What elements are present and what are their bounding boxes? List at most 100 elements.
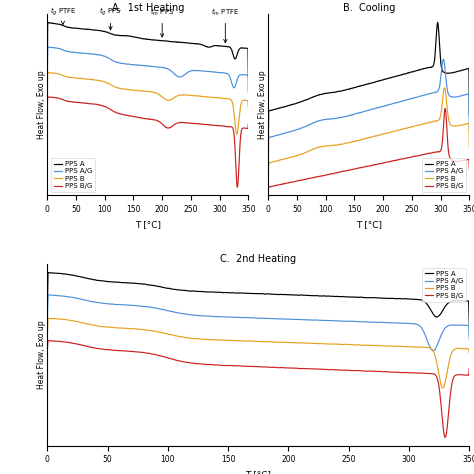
PPS B xyxy=(234,131,240,137)
PPS A xyxy=(208,44,213,50)
PPS A/G xyxy=(246,89,251,95)
PPS B xyxy=(45,315,51,321)
PPS B xyxy=(358,137,364,142)
PPS B/G xyxy=(93,101,99,107)
PPS B xyxy=(114,84,119,90)
Line: PPS A: PPS A xyxy=(47,22,248,76)
PPS B xyxy=(265,168,271,174)
PPS B xyxy=(442,85,447,91)
PPS A/G xyxy=(93,52,99,57)
Text: $t_g$ PTFE: $t_g$ PTFE xyxy=(50,5,76,25)
PPS A/G xyxy=(243,72,248,78)
Title: A.  1st Heating: A. 1st Heating xyxy=(112,3,184,13)
PPS B/G xyxy=(46,94,51,100)
PPS A xyxy=(240,290,246,296)
PPS B/G xyxy=(45,102,50,108)
PPS A xyxy=(150,37,156,43)
PPS A xyxy=(45,19,51,25)
PPS B/G xyxy=(442,106,448,111)
X-axis label: T [°C]: T [°C] xyxy=(356,220,382,229)
PPS A xyxy=(371,80,377,85)
Legend: PPS A, PPS A/G, PPS B, PPS B/G: PPS A, PPS A/G, PPS B, PPS B/G xyxy=(422,158,466,192)
PPS B xyxy=(428,119,434,125)
Title: B.  Cooling: B. Cooling xyxy=(343,3,395,13)
PPS A xyxy=(335,89,340,94)
Line: PPS B/G: PPS B/G xyxy=(47,97,248,187)
X-axis label: T [°C]: T [°C] xyxy=(135,220,161,229)
PPS A/G xyxy=(466,127,472,132)
PPS B/G xyxy=(246,121,251,127)
PPS B/G xyxy=(243,125,248,131)
PPS B xyxy=(440,385,446,391)
PPS A xyxy=(45,304,50,310)
PPS A xyxy=(428,64,434,70)
PPS B/G xyxy=(147,351,153,356)
PPS A/G xyxy=(266,316,272,321)
PPS A xyxy=(93,27,99,33)
PPS A xyxy=(137,35,143,41)
PPS B/G xyxy=(461,372,466,378)
Line: PPS A/G: PPS A/G xyxy=(47,47,248,92)
PPS B xyxy=(335,142,340,148)
PPS A xyxy=(114,33,119,38)
PPS A xyxy=(46,270,52,275)
PPS B xyxy=(147,328,153,333)
PPS A/G xyxy=(314,118,320,124)
Legend: PPS A, PPS A/G, PPS B, PPS B/G: PPS A, PPS A/G, PPS B, PPS B/G xyxy=(51,158,95,192)
PPS B xyxy=(314,145,320,151)
Y-axis label: Heat Flow, Exo up: Heat Flow, Exo up xyxy=(37,71,46,139)
Y-axis label: Heat Flow, Exo up: Heat Flow, Exo up xyxy=(258,71,267,139)
PPS A/G xyxy=(371,106,377,112)
PPS A/G xyxy=(137,63,143,68)
PPS B/G xyxy=(371,162,377,168)
PPS A/G xyxy=(208,69,213,74)
PPS B/G xyxy=(114,110,119,116)
PPS B xyxy=(93,77,99,83)
PPS B/G xyxy=(428,150,434,156)
PPS B xyxy=(150,90,156,95)
PPS A/G xyxy=(190,312,196,318)
PPS B xyxy=(387,343,393,349)
PPS A/G xyxy=(387,320,393,326)
PPS B/G xyxy=(266,365,272,370)
Line: PPS A/G: PPS A/G xyxy=(268,59,469,156)
PPS A/G xyxy=(240,315,246,320)
PPS A/G xyxy=(46,292,52,298)
PPS A xyxy=(358,83,364,89)
PPS A xyxy=(147,282,153,288)
Text: $t_m$ PPS: $t_m$ PPS xyxy=(150,7,174,37)
Line: PPS B: PPS B xyxy=(47,318,469,388)
PPS A xyxy=(265,137,271,143)
PPS B xyxy=(190,336,196,341)
Text: $t_m$ PTFE: $t_m$ PTFE xyxy=(211,7,239,43)
PPS A xyxy=(387,295,393,301)
PPS B/G xyxy=(464,157,469,163)
Text: $t_g$ PPS: $t_g$ PPS xyxy=(99,5,122,30)
Y-axis label: Heat Flow, Exo up: Heat Flow, Exo up xyxy=(37,320,46,389)
PPS B/G xyxy=(466,366,472,372)
PPS B/G xyxy=(45,346,50,351)
PPS B xyxy=(371,134,377,139)
Line: PPS A: PPS A xyxy=(268,22,469,140)
PPS B/G xyxy=(442,435,448,440)
PPS B xyxy=(45,332,50,337)
PPS A xyxy=(466,321,472,327)
PPS B/G xyxy=(466,166,472,172)
PPS A xyxy=(45,58,50,64)
PPS A/G xyxy=(461,322,466,328)
PPS B xyxy=(246,105,251,110)
Line: PPS A/G: PPS A/G xyxy=(47,295,469,351)
PPS A/G xyxy=(466,336,472,342)
PPS B/G xyxy=(190,360,196,366)
PPS A xyxy=(466,112,472,118)
PPS A xyxy=(243,46,248,51)
PPS B/G xyxy=(45,338,51,344)
PPS A/G xyxy=(45,73,50,78)
PPS A xyxy=(460,298,466,304)
PPS A xyxy=(246,73,251,79)
PPS A/G xyxy=(265,153,271,159)
PPS B xyxy=(46,70,52,75)
PPS B xyxy=(266,339,272,345)
Title: C.  2nd Heating: C. 2nd Heating xyxy=(220,254,296,264)
PPS A xyxy=(190,288,196,294)
